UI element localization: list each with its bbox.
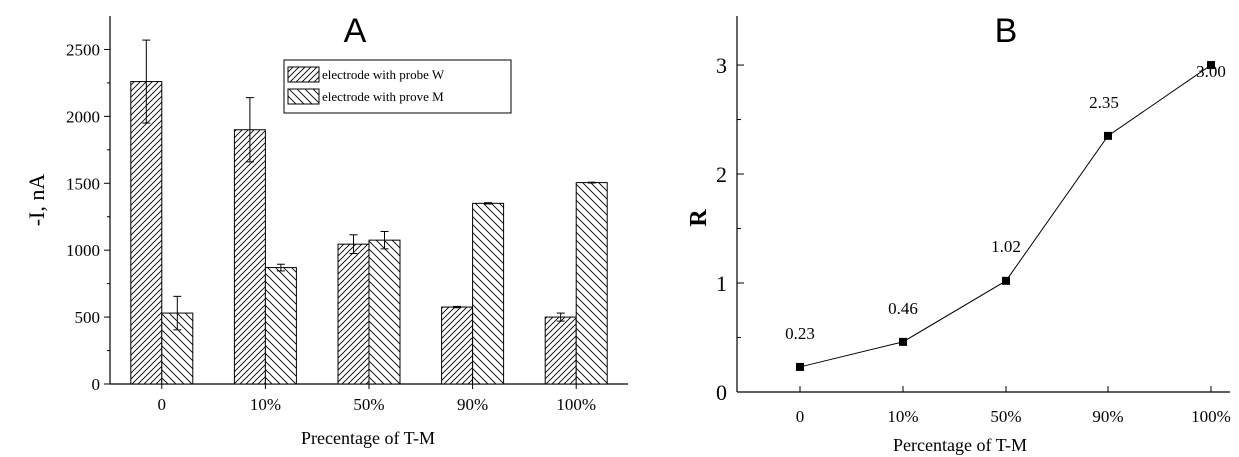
data-point bbox=[1002, 276, 1010, 285]
chart-b-y-axis-label: R bbox=[686, 209, 712, 227]
bar-probe-m bbox=[368, 239, 401, 385]
chart-b-axes bbox=[736, 16, 1230, 393]
data-label: 1.02 bbox=[991, 237, 1021, 256]
chart-a-y-tick-label: 2000 bbox=[66, 107, 100, 126]
chart-a-ticks: 0 500 1000 1500 2000 2500 0 10% 50% 90% 100% bbox=[66, 40, 596, 414]
chart-a-y-tick-label: 1000 bbox=[66, 241, 100, 260]
chart-b-panel-label: B bbox=[995, 12, 1018, 50]
chart-a: A 0 500 1000 1500 2000 2500 0 10% 50% 90% 100% Pre… bbox=[24, 12, 628, 448]
legend-swatch-probe-w bbox=[287, 66, 320, 83]
chart-a-y-axis-label: -I, nA bbox=[24, 174, 49, 227]
chart-b-x-tick-label: 90% bbox=[1092, 407, 1123, 426]
chart-a-panel-label: A bbox=[344, 12, 367, 50]
data-point bbox=[1207, 61, 1215, 70]
bar-probe-w bbox=[130, 81, 163, 385]
data-point bbox=[796, 362, 804, 371]
chart-b: B 0 1 2 3 0 10% 50% 90% 100% 0.23 0.46 1.02 2.35 3.0… bbox=[686, 12, 1231, 455]
chart-a-x-tick-label: 100% bbox=[556, 395, 596, 414]
chart-b-x-tick-label: 100% bbox=[1191, 407, 1231, 426]
chart-b-x-tick-label: 10% bbox=[887, 407, 918, 426]
data-point bbox=[1104, 131, 1112, 140]
chart-a-y-tick-label: 0 bbox=[92, 375, 101, 394]
legend-swatch-probe-m bbox=[287, 88, 320, 105]
bar-probe-m bbox=[575, 182, 608, 385]
data-label: 2.35 bbox=[1089, 93, 1119, 112]
bar-probe-w bbox=[441, 306, 474, 385]
chart-a-x-tick-label: 50% bbox=[353, 395, 384, 414]
chart-a-y-tick-label: 1500 bbox=[66, 174, 100, 193]
chart-a-bars bbox=[130, 81, 608, 385]
chart-b-y-tick-label: 2 bbox=[716, 162, 727, 187]
chart-a-y-tick-label: 500 bbox=[75, 308, 101, 327]
chart-b-y-tick-label: 0 bbox=[716, 380, 727, 405]
chart-b-x-tick-label: 50% bbox=[990, 407, 1021, 426]
bar-probe-w bbox=[337, 243, 370, 385]
chart-b-x-axis-label: Percentage of T-M bbox=[893, 435, 1027, 455]
chart-b-y-tick-label: 3 bbox=[716, 53, 727, 78]
legend-label-probe-w: electrode with probe W bbox=[322, 67, 445, 82]
series-line bbox=[799, 64, 1212, 368]
data-point bbox=[899, 337, 907, 346]
bar-probe-w bbox=[544, 316, 577, 385]
bar-probe-m bbox=[472, 202, 505, 385]
chart-b-y-tick-label: 1 bbox=[716, 271, 727, 296]
chart-a-x-axis-label: Precentage of T-M bbox=[301, 428, 435, 448]
data-label: 0.46 bbox=[888, 299, 918, 318]
chart-a-x-tick-label: 90% bbox=[457, 395, 488, 414]
chart-b-ticks: 0 1 2 3 0 10% 50% 90% 100% bbox=[716, 53, 1231, 426]
chart-a-y-tick-label: 2500 bbox=[66, 40, 100, 59]
bar-probe-w bbox=[233, 129, 266, 385]
legend-label-probe-m: electrode with prove M bbox=[322, 89, 444, 104]
chart-a-legend: electrode with probe W electrode with pr… bbox=[283, 59, 512, 114]
bar-probe-m bbox=[264, 267, 297, 385]
chart-a-x-tick-label: 0 bbox=[158, 395, 167, 414]
chart-b-x-tick-label: 0 bbox=[796, 407, 805, 426]
chart-b-series: 0.23 0.46 1.02 2.35 3.00 bbox=[785, 61, 1226, 371]
data-label: 3.00 bbox=[1196, 62, 1226, 81]
chart-a-x-tick-label: 10% bbox=[250, 395, 281, 414]
chart-a-error-bars bbox=[142, 39, 596, 331]
data-label: 0.23 bbox=[785, 324, 815, 343]
